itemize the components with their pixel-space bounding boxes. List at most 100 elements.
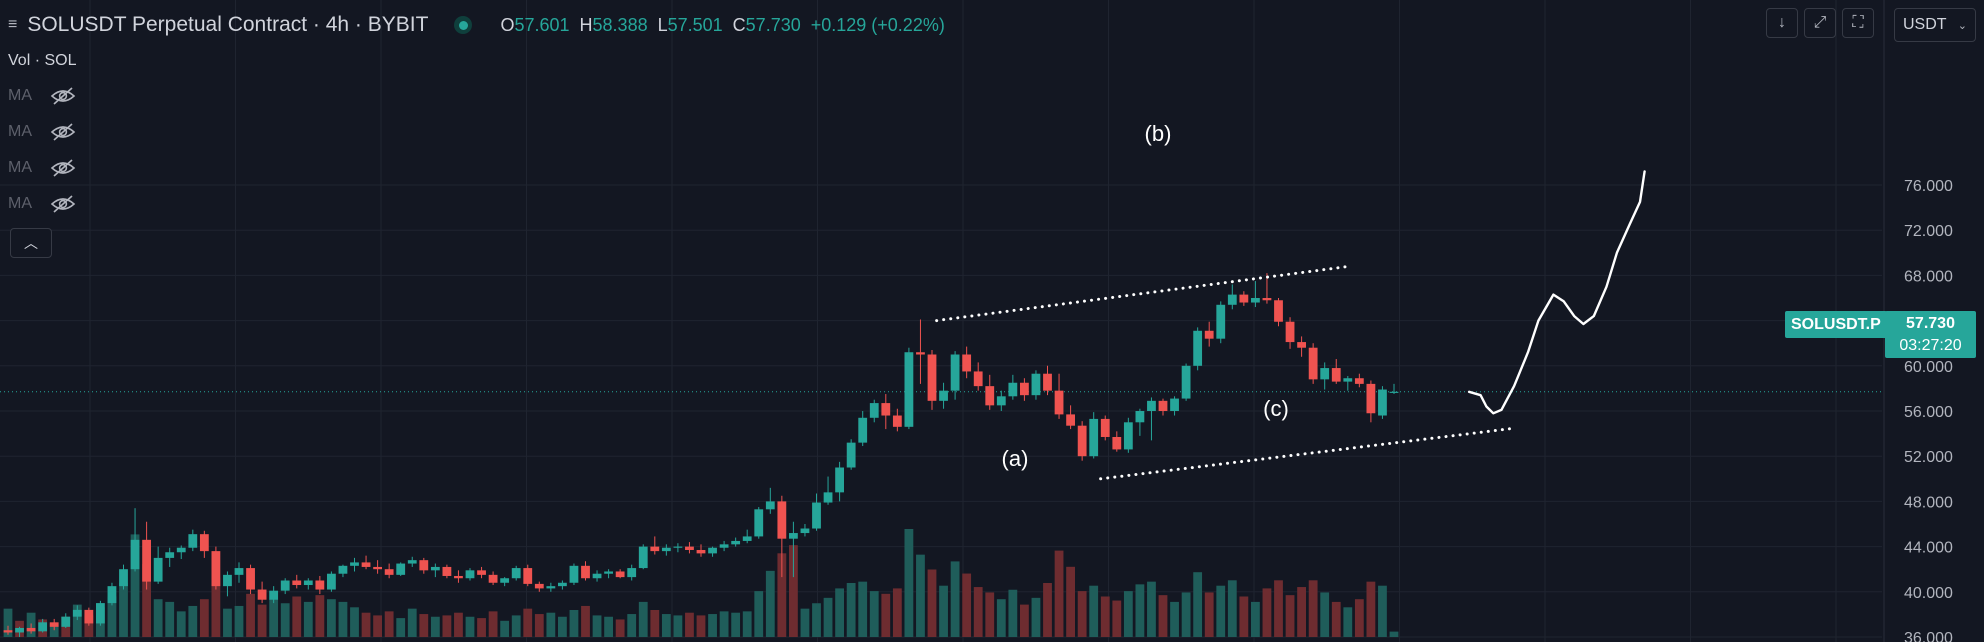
candle-body [604,571,613,574]
volume-bar [881,593,891,637]
eye-off-icon[interactable] [50,86,76,106]
scroll-down-button[interactable]: ↓ [1766,8,1798,38]
volume-bar [1089,585,1099,637]
candle-body [719,544,729,548]
candle-body [407,560,417,564]
volume-indicator-label[interactable]: Vol · SOL [8,52,77,69]
candle-body [72,609,82,617]
open-label: O [500,14,515,35]
dotted-trendline [935,264,1351,323]
candle-body [846,442,856,468]
candle-body [1008,382,1018,397]
volume-bar [604,616,613,637]
candle-body [1320,368,1330,380]
price-tick-label: 72.000 [1904,223,1953,240]
candle-body [165,552,175,558]
volume-bar [1066,566,1075,637]
candle-body [373,566,382,570]
market-status-icon[interactable] [454,16,473,34]
drawings[interactable] [935,170,1646,481]
candle-body [361,562,371,567]
fullscreen-button[interactable]: ⤢ [1804,8,1836,38]
open-value: 57.601 [514,14,570,35]
candle-body [303,580,313,586]
volume-bar [962,573,972,637]
volume-bar [1008,589,1018,637]
candle-body [638,546,648,569]
candle-body [661,547,671,552]
projection-freehand-line [1467,170,1646,415]
candle-body [1054,390,1064,415]
symbol-title[interactable]: SOLUSDT Perpetual Contract · 4h · BYBIT [27,13,429,36]
collapse-legend-button[interactable]: ︿ [10,228,52,258]
candle-body [1112,436,1122,450]
candle-body [234,568,244,575]
ma-indicator-row[interactable]: MA [8,150,76,186]
price-axis[interactable]: 76.00072.00068.00064.00060.00056.00052.0… [1883,0,1953,642]
volume-bar [1135,584,1145,637]
candle-body [916,352,925,355]
volume-bar [685,612,694,637]
candle-body [1077,425,1087,457]
volume-bar [396,618,406,637]
candle-body [685,546,694,550]
volume-bar [996,599,1006,637]
candle-body [996,396,1006,406]
volume-bar [927,569,937,637]
volume-bar [176,611,186,637]
volume-bar [84,615,94,637]
last-price-badge: 57.730 03:27:20 [1885,311,1976,358]
eye-off-icon[interactable] [50,122,76,142]
volume-bar [292,596,302,637]
price-tick-label: 52.000 [1904,449,1953,466]
candle-body [1204,330,1214,339]
close-value: 57.730 [745,14,801,35]
candle-body [3,630,13,633]
volume-bar [892,588,902,637]
ma-indicator-row[interactable]: MA [8,114,76,150]
candle-body [962,354,972,372]
symbol-menu-icon[interactable]: ≡ [8,16,18,33]
volume-bar [765,570,775,637]
volume-bar [211,577,221,637]
candle-body [107,586,117,604]
candle-body [338,565,348,574]
ma-indicator-row[interactable]: MA [8,78,76,114]
eye-off-icon[interactable] [50,194,76,214]
volume-bar [338,601,348,637]
currency-selector[interactable]: USDT ⌄ [1894,8,1976,42]
volume-bar [869,591,879,637]
volume-bar [1193,572,1203,637]
ma-indicator-row[interactable]: MA [8,186,76,222]
volume-bar [1297,587,1306,637]
eye-off-icon[interactable] [50,158,76,178]
candle-body [742,536,752,541]
candle-body [1043,373,1052,391]
candle-body [1170,398,1179,411]
frame-icon: ⛶ [1852,14,1864,31]
volume-bar [1274,580,1283,637]
candle-body [61,616,71,627]
volume-bar [1216,585,1226,637]
candle-body [246,568,255,590]
candle-body [1089,418,1099,457]
candle-body [84,609,94,624]
volume-bar [985,592,995,637]
volume-bar [823,597,833,637]
volume-bar [742,611,752,637]
volume-bar [1331,601,1341,637]
volume-bar [1366,581,1376,637]
volume-bar [1123,591,1133,637]
candle-body [384,569,394,575]
volume-bar [119,583,128,637]
candle-body [812,502,821,529]
candle-body [396,563,406,575]
candle-body [1262,298,1272,301]
candle-body [1343,378,1353,382]
volume-bar [523,608,533,637]
reset-view-button[interactable]: ⛶ [1842,8,1874,38]
candle-body [188,534,198,548]
candle-body [731,540,741,545]
volume-bar [361,612,371,637]
